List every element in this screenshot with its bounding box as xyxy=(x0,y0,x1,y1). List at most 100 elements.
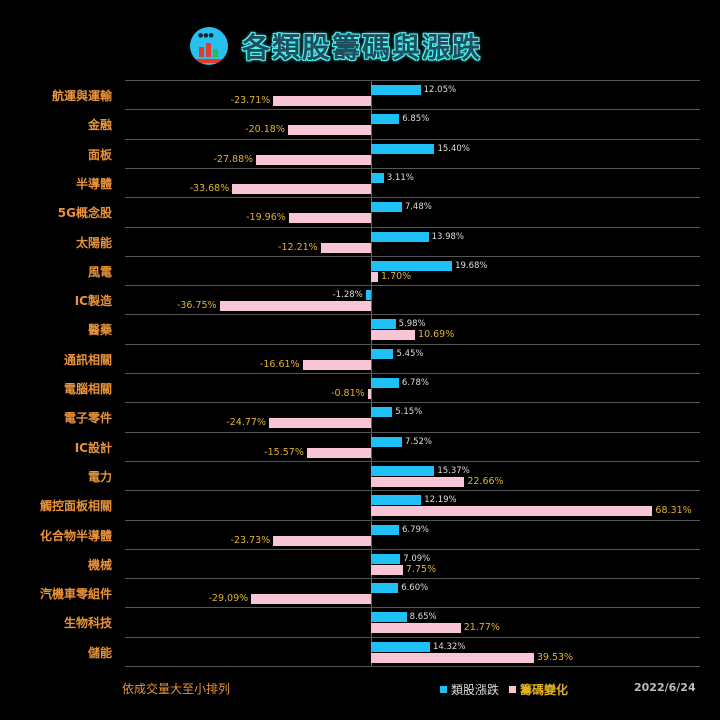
chart-row: 醫藥 5.98% 10.69% xyxy=(0,314,720,343)
chip-change-bar xyxy=(273,535,371,546)
grid-line xyxy=(125,343,700,345)
category-label: 半導體 xyxy=(75,176,112,191)
category-label: 航運與運輸 xyxy=(51,89,112,103)
price-change-bar xyxy=(371,172,384,183)
price-change-bar xyxy=(371,202,402,213)
price-change-bar xyxy=(371,114,400,125)
chip-change-value: -20.18% xyxy=(245,124,285,136)
price-change-value: 15.37% xyxy=(437,465,470,476)
price-change-value: 3.11% xyxy=(386,172,414,183)
price-change-value: 5.45% xyxy=(396,348,424,359)
legend-label-chip-change: 籌碼變化 xyxy=(520,683,569,697)
price-change-bar xyxy=(371,436,402,447)
chip-change-value: 10.69% xyxy=(418,329,455,341)
chip-change-bar xyxy=(232,183,371,194)
price-change-bar xyxy=(371,612,407,623)
category-label: 電子零件 xyxy=(63,411,112,426)
price-change-bar xyxy=(371,495,422,506)
grid-line xyxy=(125,431,700,433)
chip-change-bar xyxy=(219,301,371,312)
price-change-bar xyxy=(371,231,429,242)
chip-change-value: 22.66% xyxy=(467,475,504,487)
grid-line xyxy=(125,460,700,462)
chip-change-value: -16.61% xyxy=(259,358,300,370)
chip-change-value: -36.75% xyxy=(176,300,217,312)
chart-row: 電子零件 5.15% -24.77% xyxy=(0,402,720,431)
chip-change-value: -23.71% xyxy=(230,95,271,106)
grid-line xyxy=(125,138,700,140)
category-label: 汽機車零組件 xyxy=(39,587,112,602)
chart-row: IC製造 -1.28% -36.75% xyxy=(0,285,720,314)
price-change-bar xyxy=(371,348,394,359)
price-change-bar xyxy=(371,465,435,476)
grid-line xyxy=(125,607,700,609)
category-label: 電力 xyxy=(87,469,112,484)
price-change-bar xyxy=(371,319,396,330)
grid-line xyxy=(125,490,700,492)
chip-change-value: 39.53% xyxy=(536,651,574,663)
grid-line xyxy=(125,109,700,111)
stock-chart-logo-icon: ●●● xyxy=(190,27,228,65)
chip-change-bar xyxy=(251,594,371,605)
price-change-bar xyxy=(371,553,401,564)
category-label: IC製造 xyxy=(74,294,112,309)
legend: 類股漲跌 籌碼變化 xyxy=(440,681,568,698)
chart-row: 5G概念股 7.48% -19.96% xyxy=(0,197,720,226)
chip-change-value: 68.31% xyxy=(655,505,692,517)
price-change-value: 8.65% xyxy=(409,612,437,623)
price-change-value: 15.40% xyxy=(437,143,470,154)
chip-change-value: -33.68% xyxy=(189,182,230,194)
price-change-bar xyxy=(371,85,421,95)
chart-row: 儲能 14.32% 39.53% xyxy=(0,637,720,666)
price-change-bar xyxy=(371,378,399,388)
category-label: 生物科技 xyxy=(63,616,112,631)
chip-change-value: -19.96% xyxy=(246,212,286,224)
price-change-value: 6.60% xyxy=(401,583,429,594)
price-change-bar xyxy=(371,407,393,418)
grid-line xyxy=(125,80,700,81)
chip-change-value: 7.75% xyxy=(405,563,437,575)
chart-row: 太陽能 13.98% -12.21% xyxy=(0,227,720,256)
bar-chart: 航運與運輸 12.05% -23.71% 金融 6.85% -20.18% 面板 15.40%… xyxy=(0,80,720,667)
price-change-value: 7.48% xyxy=(404,202,432,213)
chart-row: 電腦相關 6.78% -0.81% xyxy=(0,373,720,402)
chip-change-bar xyxy=(371,623,461,634)
chip-change-bar xyxy=(256,154,371,165)
grid-line xyxy=(125,285,700,287)
date-label: 2022/6/24 xyxy=(634,681,696,694)
chip-change-value: -15.57% xyxy=(264,446,304,458)
chart-row: 半導體 3.11% -33.68% xyxy=(0,168,720,197)
chart-row: 電力 15.37% 22.66% xyxy=(0,461,720,490)
price-change-value: 5.15% xyxy=(395,407,423,418)
category-label: 金融 xyxy=(87,118,112,133)
price-change-value: 6.85% xyxy=(402,114,430,125)
grid-line xyxy=(125,402,700,404)
price-change-value: 5.98% xyxy=(398,319,426,330)
price-change-value: 6.79% xyxy=(401,524,429,535)
price-change-value: 19.68% xyxy=(455,260,488,271)
chart-row: 金融 6.85% -20.18% xyxy=(0,109,720,138)
chart-row: IC設計 7.52% -15.57% xyxy=(0,432,720,461)
grid-line xyxy=(125,226,700,228)
price-change-bar xyxy=(371,524,399,535)
price-change-bar xyxy=(371,583,399,594)
grid-line xyxy=(125,255,700,257)
chart-row: 觸控面板相關 12.19% 68.31% xyxy=(0,490,720,519)
legend-swatch-chip-change xyxy=(509,686,517,693)
legend-label-price-change: 類股漲跌 xyxy=(451,683,500,697)
chip-change-value: 1.70% xyxy=(381,270,412,282)
category-label: 機械 xyxy=(87,557,112,572)
price-change-value: -1.28% xyxy=(332,290,363,301)
chip-change-value: -0.81% xyxy=(331,388,365,399)
chart-row: 風電 19.68% 1.70% xyxy=(0,256,720,285)
chip-change-bar xyxy=(306,447,371,458)
grid-line xyxy=(125,548,700,550)
chart-title: 各類股籌碼與漲跌 xyxy=(242,31,483,64)
price-change-bar xyxy=(371,641,430,652)
grid-line xyxy=(125,373,700,374)
chip-change-bar xyxy=(371,330,416,341)
chart-row: 生物科技 8.65% 21.77% xyxy=(0,607,720,636)
category-label: 儲能 xyxy=(87,645,112,660)
legend-swatch-price-change xyxy=(440,686,447,693)
price-change-bar xyxy=(371,143,435,154)
